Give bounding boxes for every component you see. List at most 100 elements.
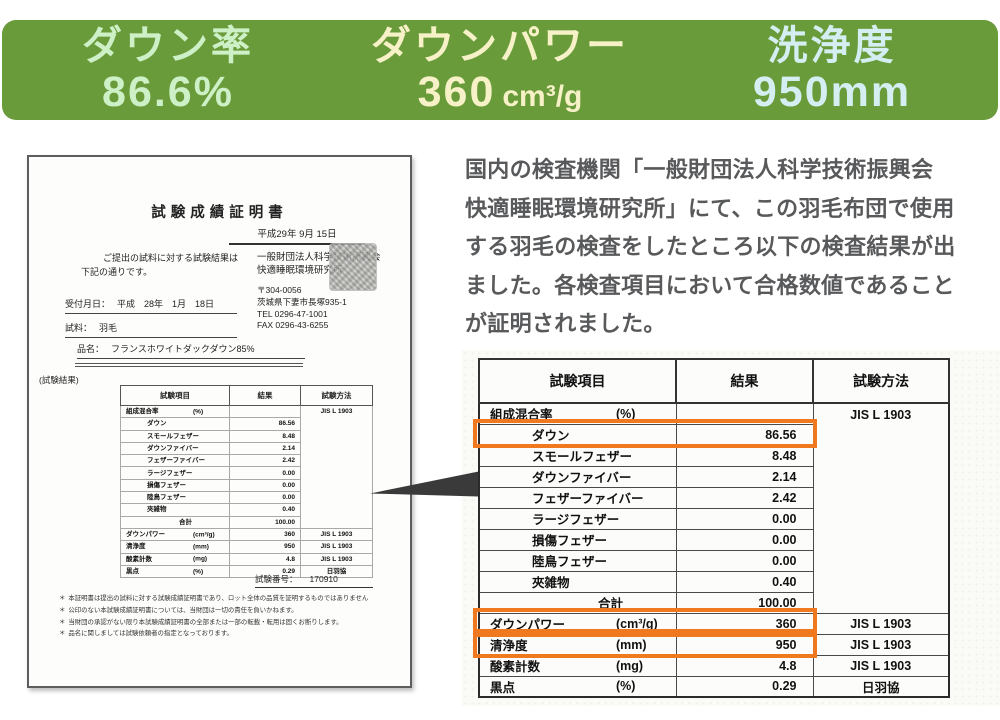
table-header-row: 試験項目 結果 試験方法 [478,358,950,404]
table-row: ダウンパワー (cm³/g) 360 JIS L 1903 [120,527,373,542]
col-result: 結果 [229,385,301,406]
stat-down-power: ダウンパワー 360 cm³/g [334,20,666,119]
test-item-cell: ダウン [120,417,230,431]
item-label: 清浄度 [490,639,528,653]
col-method: 試験方法 [812,358,950,404]
footnote-text: 公印のない本試験成績証明書については、当財団は一切の責任を負いかねます。 [68,606,298,614]
item-unit: (mg) [193,555,208,563]
item-label: ダウンパワー [490,618,566,632]
down-power-unit: cm³/g [502,80,583,113]
item-unit: (mm) [193,543,209,551]
item-label: 夾雑物 [147,506,167,514]
result-cell: 0.00 [675,528,814,551]
table-row: 陸鳥フェザー 0.00 [120,491,373,505]
result-cell: 2.14 [675,465,814,488]
test-number-label: 試験番号： [255,574,298,584]
test-item-cell: フェザーファイバー [478,486,677,509]
highlight-down-row [473,419,817,448]
table-row: ラージフェザー 0.00 [478,507,949,530]
col-test-item: 試験項目 [120,385,230,406]
result-cell: 2.42 [229,454,301,468]
down-power-value: 360 cm³/g [334,70,666,119]
footnote-bullet: ＊ [59,595,66,602]
table-row: 清浄度 (mm) 950 JIS L 1903 [120,540,373,554]
test-number-value: 170910 [309,574,338,584]
certificate-title: 試験成績証明書 [151,205,288,221]
result-cell: 8.48 [675,444,814,467]
test-item-cell: 陸鳥フェザー [478,549,677,572]
org-line1: 一般財団法人科学技術振興会 [257,252,381,263]
result-cell: 360 [229,527,301,542]
method-cell: JIS L 1903 [812,633,950,656]
table-row: スモールフェザー 8.48 [478,444,949,467]
table-row: ダウンファイバー 2.14 [478,465,949,488]
item-label: 黒点 [126,567,139,575]
footnote: ＊品名に関しましては試験依頼者の指定となっております。 [59,628,399,640]
results-section-label: (試験結果) [39,375,79,385]
col-test-item: 試験項目 [478,358,677,404]
sample-label: 試料： [65,323,93,333]
table-header-row: 試験項目 結果 試験方法 [120,385,373,406]
item-unit: (cm³/g) [616,616,658,631]
item-unit: (mm) [616,637,647,652]
item-label: ダウン [147,420,167,428]
footnote: ＊公印のない本試験成績証明書については、当財団は一切の責任を負いかねます。 [59,605,399,617]
test-item-cell: スモールフェザー [120,429,230,443]
item-label: ダウン [532,429,570,443]
result-cell: 0.00 [229,491,301,505]
method-cell: JIS L 1903 [812,402,950,614]
item-label: スモールフェザー [147,432,199,440]
footnote: ＊本証明書は提出の試料に対する試験成績証明書であり、ロット全体の品質を証明するも… [59,593,399,605]
intro-line2: 下記の通りです。 [81,267,153,277]
method-cell: JIS L 1903 [300,540,373,554]
table-row: ダウンファイバー 2.14 [120,441,373,456]
description-text: 国内の検査機関「一般財団法人科学技術振興会 快適睡眠環境研究所」にて、この羽毛布… [465,157,956,337]
item-label: 合計 [179,518,192,526]
footnote-text: 本証明書は提出の試料に対する試験成績証明書であり、ロット全体の品質を証明するもの… [68,595,369,602]
test-item-cell: 陸鳥フェザー [120,491,230,505]
footnote-bullet: ＊ [59,630,66,638]
method-cell: JIS L 1903 [300,527,373,542]
test-item-cell: 黒点 (%) [120,564,230,579]
result-cell: 2.14 [229,441,301,456]
table-row: 酸素計数 (mg) 4.8 JIS L 1903 [478,654,950,677]
result-cell: 0.00 [229,478,301,493]
method-cell: JIS L 1903 [812,612,950,635]
table-row: 黒点 (%) 0.29 日羽協 [478,675,950,698]
item-label: 陸鳥フェザー [147,494,186,502]
table-row: 夾雑物 0.40 [120,503,373,517]
divider-rule [75,363,303,367]
highlight-cleanliness-row [473,629,817,658]
test-item-cell: 損傷フェザー [120,478,230,493]
table-row: 酸素計数 (mg) 4.8 JIS L 1903 [120,552,373,566]
sample-field: 試料： 羽毛 [65,321,237,338]
result-cell: 8.48 [229,429,301,443]
result-cell: 4.8 [675,654,814,677]
item-label: フェザーファイバー [532,492,644,506]
item-label: ラージフェザー [532,513,620,527]
item-label: 損傷フェザー [147,481,186,489]
item-label: 夾雑物 [532,576,570,590]
highlight-downpower-row [473,608,817,637]
item-unit: (%) [193,408,204,416]
table-row: 組成混合率 (%) JIS L 1903 [120,404,373,529]
test-item-cell: 組成混合率 (%) [120,404,230,419]
test-item-cell: スモールフェザー [478,444,677,467]
test-item-cell: 合計 [120,515,230,529]
item-unit: (%) [616,406,636,421]
test-number-field: 試験番号： 170910 [255,573,373,588]
footnote: ＊当財団の承認がない限り本試験成績証明書の全部または一部の転載・転用は固くお断り… [59,617,399,629]
result-cell: 100.00 [229,515,301,529]
test-item-cell: 損傷フェザー [478,528,677,551]
result-cell [229,404,301,419]
test-item-cell: ダウンパワー (cm³/g) [120,527,230,542]
item-unit: (%) [193,567,204,575]
item-label: 合計 [598,597,624,611]
tel-number: TEL 0296-47-1001 [257,308,328,319]
stat-down-ratio: ダウン率 86.6% [2,20,334,114]
test-item-cell: 酸素計数 (mg) [120,552,230,566]
method-cell: JIS L 1903 [812,654,950,677]
table-row: フェザーファイバー 2.42 [478,486,949,509]
postal-code: 〒304-0056 [257,285,302,295]
footnote-text: 当財団の承認がない限り本試験成績証明書の全部または一部の転載・転用は固くお断りし… [68,618,343,626]
